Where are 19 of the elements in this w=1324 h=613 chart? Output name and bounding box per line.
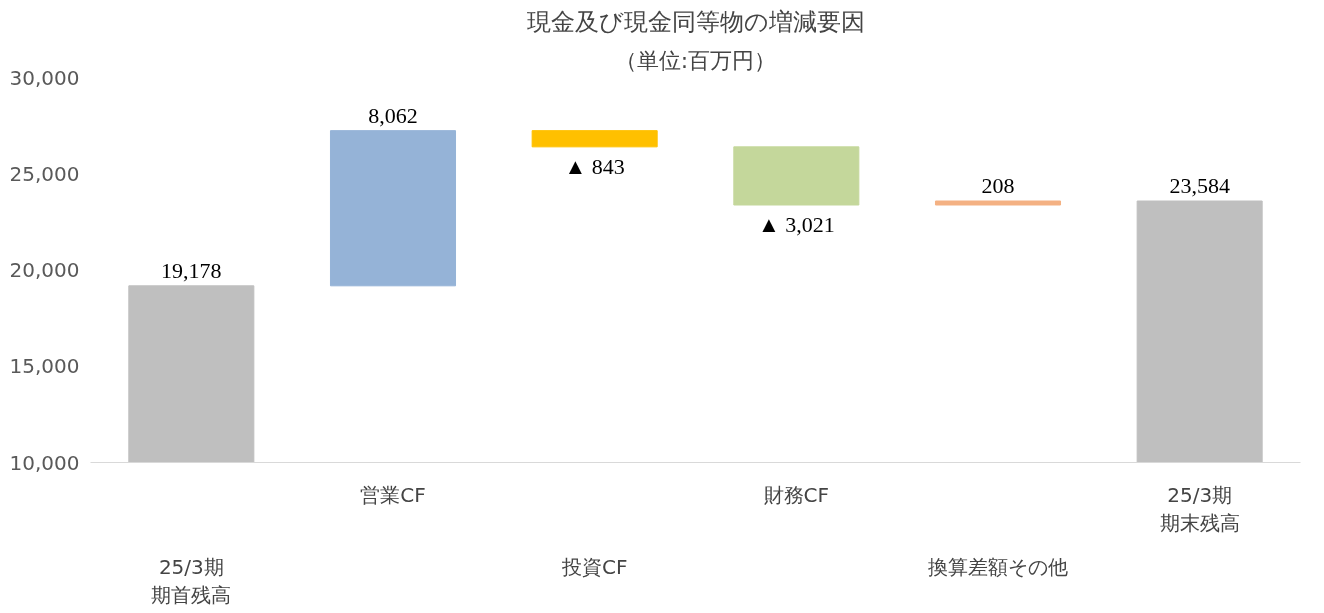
y-tick-label: 25,000 <box>9 161 80 186</box>
x-tick-label: 投資CF <box>560 554 628 579</box>
data-label: 19,178 <box>161 257 222 283</box>
data-label: 208 <box>981 173 1015 199</box>
y-tick-label: 10,000 <box>9 450 80 475</box>
data-label: ▲ 3,021 <box>757 212 835 238</box>
y-tick-label: 30,000 <box>9 65 80 90</box>
x-tick-label: 25/3期期首残高 <box>151 554 232 608</box>
y-tick-label: 15,000 <box>9 354 80 379</box>
data-label: 23,584 <box>1169 173 1230 199</box>
chart-subtitle: （単位:百万円） <box>614 47 777 73</box>
y-tick-label: 20,000 <box>9 258 80 282</box>
x-tick-label: 営業CF <box>360 482 426 507</box>
x-tick-label: 換算差額その他 <box>928 554 1068 579</box>
data-label: ▲ 843 <box>564 153 625 179</box>
chart-title: 現金及び現金同等物の増減要因 <box>526 7 865 36</box>
data-label: 8,062 <box>368 102 418 128</box>
x-tick-label: 25/3期期末残高 <box>1159 482 1240 536</box>
x-tick-label: 財務CF <box>763 482 830 507</box>
